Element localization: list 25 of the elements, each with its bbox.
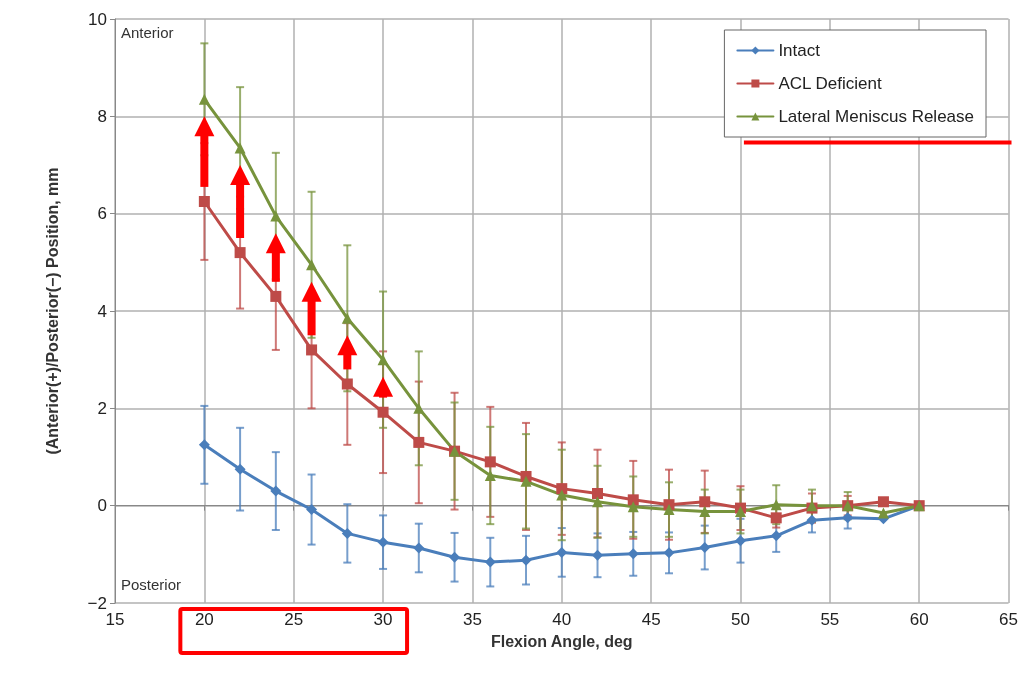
- x-tick-label: 25: [284, 610, 304, 629]
- x-axis-title: Flexion Angle, deg: [490, 632, 633, 650]
- y-tick-label: 0: [97, 496, 107, 516]
- x-tick-label: 65: [999, 610, 1019, 629]
- legend-label: Intact: [778, 41, 821, 60]
- x-tick-label: 20: [194, 610, 214, 629]
- x-tick-label: 35: [462, 610, 482, 629]
- y-tick-label: −2: [87, 593, 107, 613]
- x-tick-label: 55: [820, 610, 840, 629]
- x-tick-label: 30: [373, 610, 393, 629]
- x-tick-label: 50: [731, 610, 750, 629]
- x-tick-label: 60: [909, 610, 929, 629]
- y-tick-label: 2: [97, 398, 107, 418]
- annotation: Anterior: [121, 24, 174, 41]
- legend-label: Lateral Meniscus Release: [778, 107, 975, 126]
- y-tick-label: 8: [97, 106, 107, 126]
- y-tick-label: 6: [97, 204, 107, 224]
- x-tick-label: 15: [105, 610, 125, 629]
- y-tick-label: 4: [97, 301, 107, 321]
- annotation: Posterior: [121, 576, 182, 593]
- y-axis-title: (Anterior(+)/Posterior(−) Position, mm: [43, 167, 61, 455]
- x-tick-label: 45: [641, 610, 661, 629]
- legend-label: ACL Deficient: [778, 74, 882, 93]
- y-tick-label: 10: [88, 9, 107, 29]
- x-tick-label: 40: [552, 610, 572, 629]
